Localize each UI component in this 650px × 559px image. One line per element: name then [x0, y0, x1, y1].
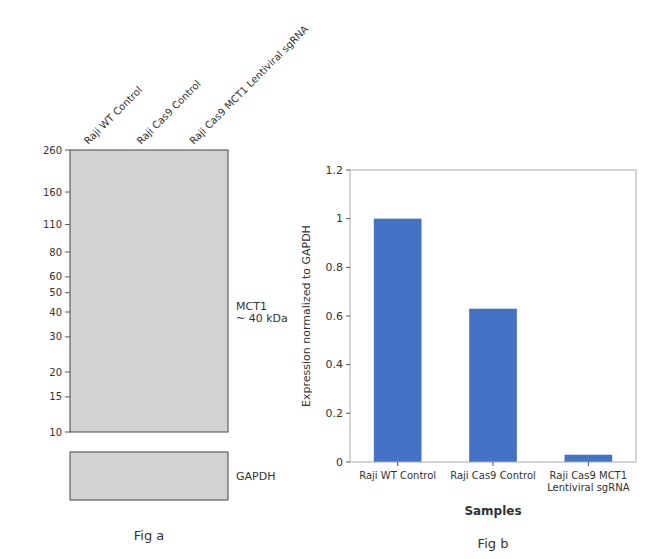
- y-axis-label: Expression normalized to GAPDH: [300, 225, 313, 407]
- bars: [374, 219, 612, 462]
- y-tick: [346, 364, 350, 365]
- lane-label: Raji Cas9 MCT1 Lentiviral sgRNA: [187, 23, 310, 146]
- mw-tick: [65, 252, 70, 253]
- y-tick-label: 1.2: [326, 164, 344, 177]
- y-tick-label: 0.2: [326, 407, 344, 420]
- plot-frame: [350, 170, 636, 462]
- text-line: Raji WT Control: [359, 470, 436, 481]
- gel-loading: [70, 452, 228, 500]
- mw-tick: [65, 150, 70, 151]
- y-tick: [346, 413, 350, 414]
- text-line: ~ 40 kDa: [236, 312, 288, 325]
- mw-tick: [65, 312, 70, 313]
- blot-panel: 2601601108060504030201510Raji WT Control…: [43, 23, 311, 543]
- mw-tick: [65, 372, 70, 373]
- chart-svg: 2601601108060504030201510Raji WT Control…: [0, 0, 650, 559]
- mw-label: 50: [49, 287, 62, 298]
- mw-label: 80: [49, 247, 62, 258]
- mw-label: 30: [49, 331, 62, 342]
- bar: [374, 219, 422, 462]
- mw-tick: [65, 396, 70, 397]
- mw-tick: [65, 192, 70, 193]
- text-line: GAPDH: [236, 470, 275, 483]
- mw-label: 110: [43, 219, 62, 230]
- mw-tick: [65, 276, 70, 277]
- gel-main: [70, 150, 228, 432]
- bar: [469, 309, 517, 462]
- mw-label: 160: [43, 187, 62, 198]
- panel-caption: Fig a: [134, 528, 165, 543]
- mw-label: 40: [49, 307, 62, 318]
- text-line: Raji Cas9 Control: [450, 470, 536, 481]
- x-tick-label: Raji WT Control: [359, 470, 436, 481]
- y-tick-label: 0.6: [326, 310, 344, 323]
- mw-tick: [65, 292, 70, 293]
- y-tick: [346, 316, 350, 317]
- y-tick-label: 0.8: [326, 261, 344, 274]
- x-tick: [588, 462, 589, 466]
- bar-panel: 0 0.2 0.4 0.6 0.8 1 1.2 Raji WT Control Raji Cas…: [300, 164, 636, 552]
- x-tick: [493, 462, 494, 466]
- y-tick: [346, 170, 350, 171]
- y-tick: [346, 218, 350, 219]
- figure: 2601601108060504030201510Raji WT Control…: [0, 0, 650, 559]
- mw-label: 10: [49, 427, 62, 438]
- y-tick-label: 1: [336, 212, 343, 225]
- y-tick: [346, 267, 350, 268]
- x-tick-label: Raji Cas9 Control: [450, 470, 536, 481]
- x-tick-label: Raji Cas9 MCT1Lentiviral sgRNA: [547, 470, 629, 493]
- bar: [565, 455, 613, 462]
- band-annotation: GAPDH: [236, 470, 275, 483]
- mw-label: 20: [49, 367, 62, 378]
- band-annotation: MCT1~ 40 kDa: [236, 300, 288, 325]
- mw-tick: [65, 336, 70, 337]
- mw-tick: [65, 432, 70, 433]
- panel-caption: Fig b: [478, 536, 509, 551]
- y-tick-label: 0.4: [326, 358, 344, 371]
- text-line: Lentiviral sgRNA: [547, 482, 629, 493]
- text-line: Raji Cas9 MCT1: [550, 470, 628, 481]
- mw-label: 60: [49, 271, 62, 282]
- mw-label: 260: [43, 145, 62, 156]
- mw-label: 15: [49, 391, 62, 402]
- y-tick-label: 0: [336, 456, 343, 469]
- y-tick: [346, 462, 350, 463]
- mw-tick: [65, 224, 70, 225]
- x-tick: [397, 462, 398, 466]
- x-axis-label: Samples: [464, 504, 521, 518]
